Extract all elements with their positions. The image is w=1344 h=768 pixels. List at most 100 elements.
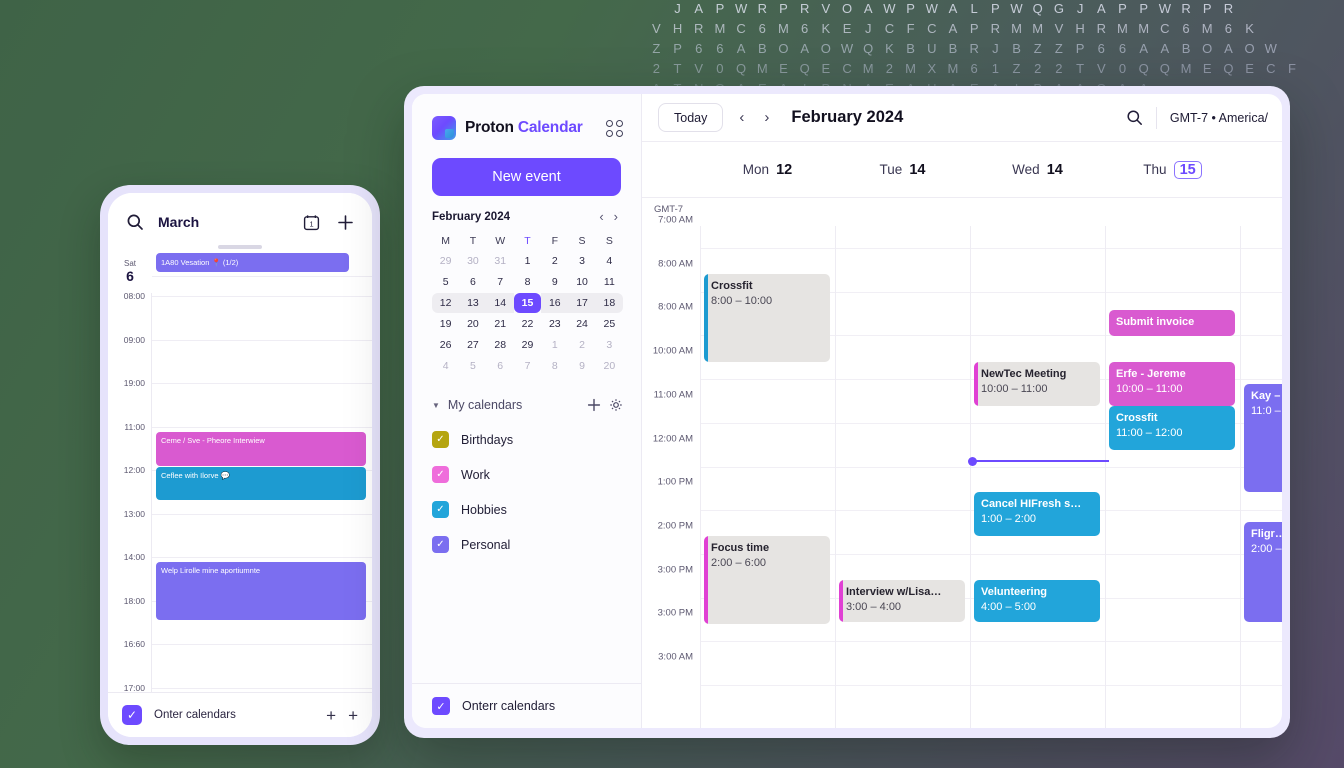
phone-sheet-grabber[interactable] — [218, 245, 262, 249]
mini-calendar-day[interactable]: 7 — [524, 360, 531, 372]
mini-calendar-day[interactable]: 17 — [568, 293, 596, 313]
phone-event[interactable]: Welp Lirolle mine aportiumnte — [156, 562, 366, 620]
timezone-label[interactable]: GMT-7 • America/ — [1169, 110, 1268, 125]
day-columns[interactable]: Crossfit 8:00 – 10:00 Focus time 2:00 – 6:0… — [700, 198, 1282, 728]
day-header-cell[interactable]: Mon 12 — [700, 142, 835, 197]
mini-calendar-day[interactable]: 6 — [497, 360, 504, 372]
mini-calendar-day[interactable]: 5 — [442, 276, 449, 288]
day-column[interactable]: Kay – 11:0 – Fligr… 2:00 – — [1240, 226, 1282, 728]
calendar-event[interactable]: Submit invoice — [1109, 310, 1235, 336]
next-period-icon[interactable]: › — [764, 109, 770, 126]
calendar-event[interactable]: Focus time 2:00 – 6:00 — [704, 536, 830, 624]
chevron-down-icon[interactable]: ▼ — [432, 400, 440, 410]
day-column[interactable]: Interview w/Lisa… 3:00 – 4:00 — [835, 226, 970, 728]
gear-icon[interactable] — [609, 398, 623, 412]
phone-footer-plus-two[interactable]: + — [348, 705, 358, 725]
mini-calendar-prev-icon[interactable]: ‹ — [599, 209, 604, 224]
brand[interactable]: Proton Calendar — [412, 94, 641, 140]
mini-calendar-day[interactable]: 1 — [524, 255, 531, 267]
calendar-event[interactable]: NewTec Meeting 10:00 – 11:00 — [974, 362, 1100, 406]
mini-calendar-day[interactable]: 1 — [551, 339, 558, 351]
other-calendars-checkbox[interactable]: ✓ — [432, 697, 450, 715]
mini-calendar-days[interactable]: 29 30 31 1 2 3 4 5 6 7 8 9 10 11 12 13 14 15 16 17 18 19 20 21 2… — [432, 251, 623, 376]
mini-calendar-day[interactable]: 24 — [576, 318, 588, 330]
calendar-badge-icon[interactable]: 1 — [300, 211, 322, 233]
mini-calendar-day[interactable]: 4 — [442, 360, 449, 372]
mini-calendar-day[interactable]: 31 — [494, 255, 507, 267]
plus-icon[interactable] — [587, 398, 601, 412]
day-column[interactable]: NewTec Meeting 10:00 – 11:00 Cancel HIFres… — [970, 226, 1105, 728]
calendar-event[interactable]: Kay – 11:0 – — [1244, 384, 1282, 492]
mini-calendar-day[interactable]: 4 — [606, 255, 613, 267]
mini-calendar-day[interactable]: 10 — [576, 276, 588, 288]
search-icon[interactable] — [1126, 109, 1143, 126]
calendar-checkbox[interactable]: ✓ — [432, 466, 449, 483]
phone-footer-plus-one[interactable]: + — [326, 705, 337, 725]
mini-calendar-day[interactable]: 6 — [470, 276, 476, 288]
mini-calendar-next-icon[interactable]: › — [613, 209, 618, 224]
calendar-event[interactable]: Crossfit 11:00 – 12:00 — [1109, 406, 1235, 450]
phone-event[interactable]: Ceflee with Ilorve 💬 — [156, 467, 366, 500]
phone-calendars-checkbox[interactable]: ✓ — [122, 705, 142, 725]
mini-calendar-day[interactable]: 20 — [467, 318, 479, 330]
mini-calendar-day[interactable]: 2 — [551, 255, 558, 267]
mini-calendar-day[interactable]: 3 — [579, 255, 585, 267]
day-header-cell-partial[interactable] — [1240, 142, 1282, 197]
mini-calendar-day[interactable]: 8 — [551, 360, 558, 372]
calendar-event[interactable]: Velunteering 4:00 – 5:00 — [974, 580, 1100, 622]
mini-calendar-day[interactable]: 28 — [494, 339, 507, 351]
calendars-header[interactable]: ▼ My calendars — [432, 398, 623, 412]
mini-calendar-day[interactable]: 29 — [439, 255, 452, 267]
mini-calendar-day[interactable]: 18 — [595, 293, 623, 313]
mini-calendar-day[interactable]: 2 — [579, 339, 585, 351]
mini-calendar-day[interactable]: 14 — [486, 293, 514, 313]
calendar-list-item[interactable]: ✓ Birthdays — [432, 422, 623, 457]
phone-day-column[interactable]: 1A80 Vesation 📍 (1/2) Ceme / Sve - Pheor… — [152, 249, 372, 692]
mini-calendar-day[interactable]: 21 — [494, 318, 507, 330]
mini-calendar-day[interactable]: 26 — [439, 339, 452, 351]
mini-calendar-day[interactable]: 25 — [603, 318, 616, 330]
mini-calendar-day[interactable]: 23 — [548, 318, 561, 330]
mini-calendar-day[interactable]: 16 — [541, 293, 569, 313]
mini-calendar-day[interactable]: 7 — [497, 276, 504, 288]
calendar-event[interactable]: Interview w/Lisa… 3:00 – 4:00 — [839, 580, 965, 622]
calendar-event[interactable]: Crossfit 8:00 – 10:00 — [704, 274, 830, 362]
new-event-button[interactable]: New event — [432, 158, 621, 196]
app-grid-icon[interactable] — [606, 119, 623, 137]
calendar-list-item[interactable]: ✓ Hobbies — [432, 492, 623, 527]
mini-calendar-day[interactable]: 22 — [521, 318, 534, 330]
calendar-list-item[interactable]: ✓ Personal — [432, 527, 623, 562]
mini-calendar-day[interactable]: 27 — [467, 339, 479, 351]
day-header-cell[interactable]: Wed 14 — [970, 142, 1105, 197]
phone-allday-event[interactable]: 1A80 Vesation 📍 (1/2) — [156, 253, 349, 272]
mini-calendar-day[interactable]: 9 — [551, 276, 558, 288]
search-icon[interactable] — [124, 211, 146, 233]
mini-calendar-day[interactable]: 5 — [470, 360, 476, 372]
calendar-checkbox[interactable]: ✓ — [432, 431, 449, 448]
plus-icon[interactable] — [334, 211, 356, 233]
mini-calendar-day[interactable]: 9 — [579, 360, 585, 372]
mini-calendar-day[interactable]: 12 — [432, 293, 460, 313]
phone-event[interactable]: Ceme / Sve - Pheore Interwiew — [156, 432, 366, 466]
day-column[interactable]: Crossfit 8:00 – 10:00 Focus time 2:00 – 6:0… — [700, 226, 835, 728]
mini-calendar-day[interactable]: 19 — [439, 318, 452, 330]
calendar-checkbox[interactable]: ✓ — [432, 536, 449, 553]
day-header-cell[interactable]: Thu 15 — [1105, 142, 1240, 197]
calendar-checkbox[interactable]: ✓ — [432, 501, 449, 518]
mini-calendar-day[interactable]: 8 — [524, 276, 531, 288]
calendar-event[interactable]: Erfe - Jereme 10:00 – 11:00 — [1109, 362, 1235, 406]
calendar-list-item[interactable]: ✓ Work — [432, 457, 623, 492]
mini-calendar-day[interactable]: 30 — [467, 255, 479, 267]
mini-calendar-day[interactable]: 15 — [513, 293, 542, 313]
mini-calendar-day[interactable]: 29 — [521, 339, 534, 351]
calendar-event[interactable]: Cancel HIFresh s… 1:00 – 2:00 — [974, 492, 1100, 536]
prev-period-icon[interactable]: ‹ — [739, 109, 745, 126]
mini-calendar-day[interactable]: 3 — [606, 339, 613, 351]
day-header-cell[interactable]: Tue 14 — [835, 142, 970, 197]
day-column[interactable]: Submit invoice Erfe - Jereme 10:00 – 11:00… — [1105, 226, 1240, 728]
mini-calendar-day[interactable]: 13 — [459, 293, 487, 313]
calendar-event[interactable]: Fligr… 2:00 – — [1244, 522, 1282, 622]
today-button[interactable]: Today — [658, 103, 724, 132]
mini-calendar-day[interactable]: 20 — [603, 360, 616, 372]
mini-calendar-day[interactable]: 11 — [603, 276, 615, 288]
